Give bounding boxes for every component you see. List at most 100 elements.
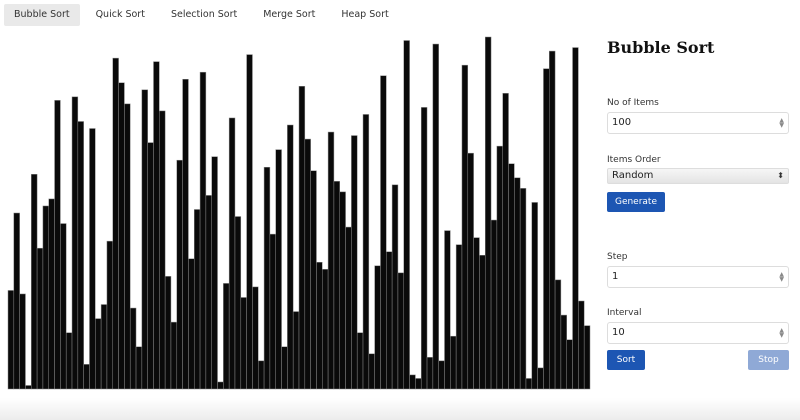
bar: [310, 170, 317, 390]
bar: [89, 128, 96, 390]
footer-bar: [0, 398, 800, 420]
bar: [473, 237, 480, 390]
bar: [415, 378, 422, 390]
bar: [374, 265, 381, 390]
bar: [211, 156, 218, 390]
sort-button[interactable]: Sort: [607, 350, 645, 370]
tab-quick-sort[interactable]: Quick Sort: [95, 9, 145, 20]
bar: [252, 286, 259, 390]
bar: [345, 226, 352, 390]
bar: [193, 209, 201, 390]
bar: [298, 86, 306, 390]
items-label: No of Items: [607, 98, 659, 108]
bar: [508, 163, 515, 390]
bar: [124, 103, 131, 390]
bar: [455, 244, 463, 390]
bar: [188, 258, 195, 390]
bar: [159, 110, 166, 390]
bar: [531, 202, 538, 390]
select-arrows-icon: ⬍: [777, 171, 784, 180]
order-value: Random: [612, 170, 654, 181]
spinner-icon[interactable]: ▲ ▼: [779, 117, 784, 129]
bar: [304, 138, 311, 390]
bar: [397, 272, 405, 390]
tab-heap-sort[interactable]: Heap Sort: [341, 9, 389, 20]
bar: [112, 57, 119, 390]
bar: [386, 251, 393, 390]
bar: [13, 212, 20, 390]
bar: [275, 149, 282, 390]
page-title: Bubble Sort: [607, 38, 715, 57]
tab-selection-sort[interactable]: Selection Sort: [170, 9, 238, 20]
spinner-icon[interactable]: ▲ ▼: [779, 271, 784, 283]
generate-button[interactable]: Generate: [607, 192, 665, 212]
bar: [450, 335, 457, 390]
bar: [409, 374, 416, 390]
bar: [176, 159, 183, 390]
bar: [246, 54, 253, 390]
bar: [19, 293, 26, 390]
spinner-icon[interactable]: ▲ ▼: [779, 327, 784, 339]
bar: [578, 300, 585, 390]
step-value: 1: [612, 271, 619, 282]
bar: [292, 311, 300, 390]
bar: [496, 145, 503, 390]
bar: [141, 89, 148, 390]
bar: [519, 188, 527, 390]
bar: [234, 216, 242, 390]
bar: [490, 219, 498, 390]
bar: [380, 75, 387, 390]
bar: [95, 318, 102, 390]
bar: [543, 68, 550, 390]
bar: [432, 43, 439, 390]
bar: [566, 339, 573, 390]
bar: [7, 290, 15, 390]
bar: [351, 135, 358, 390]
bar: [153, 61, 160, 390]
bar: [391, 184, 399, 390]
bar: [129, 307, 137, 390]
bar: [240, 297, 247, 390]
bar: [217, 381, 224, 390]
bar: [147, 142, 154, 390]
bar: [164, 276, 172, 390]
bar: [182, 78, 189, 390]
bar: [48, 198, 55, 390]
bar: [333, 181, 340, 390]
bar: [554, 279, 562, 390]
tab-merge-sort[interactable]: Merge Sort: [263, 9, 316, 20]
bar: [537, 367, 544, 390]
bar: [403, 40, 410, 390]
order-select[interactable]: Random ⬍: [607, 168, 789, 184]
bar: [205, 195, 212, 390]
bar: [484, 36, 492, 390]
bar: [77, 121, 84, 390]
bar: [228, 117, 236, 390]
step-label: Step: [607, 252, 628, 262]
bar: [479, 254, 486, 390]
bar: [170, 321, 178, 390]
bar: [583, 325, 591, 390]
bar: [356, 332, 364, 390]
bar: [549, 50, 556, 390]
bar: [223, 283, 230, 390]
bar: [438, 360, 445, 390]
step-input[interactable]: 1 ▲ ▼: [607, 266, 789, 288]
stop-button[interactable]: Stop: [748, 350, 789, 370]
items-input[interactable]: 100 ▲ ▼: [607, 112, 789, 134]
tab-bubble-sort[interactable]: Bubble Sort: [4, 4, 80, 26]
interval-value: 10: [612, 327, 625, 338]
bar: [572, 47, 579, 390]
bar: [461, 64, 469, 390]
bar: [467, 152, 474, 390]
interval-input[interactable]: 10 ▲ ▼: [607, 322, 789, 344]
bar: [316, 262, 323, 390]
bars-chart: [7, 36, 591, 390]
bar: [199, 71, 207, 390]
bar: [36, 247, 44, 390]
bar: [118, 82, 125, 390]
interval-label: Interval: [607, 308, 642, 318]
bar: [42, 205, 49, 390]
bar: [83, 364, 90, 390]
bar: [287, 124, 294, 390]
